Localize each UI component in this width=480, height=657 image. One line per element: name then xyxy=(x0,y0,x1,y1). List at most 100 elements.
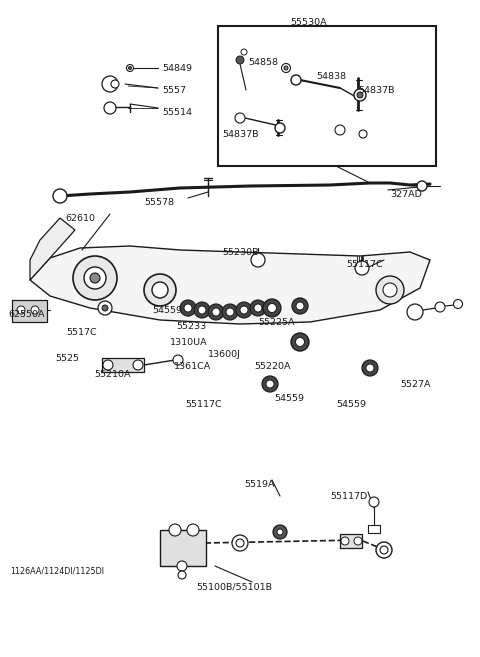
Circle shape xyxy=(366,364,374,372)
Circle shape xyxy=(222,304,238,320)
Circle shape xyxy=(291,333,309,351)
Circle shape xyxy=(180,300,196,316)
Circle shape xyxy=(241,49,247,55)
Circle shape xyxy=(407,304,423,320)
Text: 54559: 54559 xyxy=(274,394,304,403)
Circle shape xyxy=(335,125,345,135)
Circle shape xyxy=(73,256,117,300)
Circle shape xyxy=(177,561,187,571)
Text: 55530A: 55530A xyxy=(290,18,326,27)
Bar xyxy=(160,530,206,566)
Circle shape xyxy=(250,300,266,316)
Circle shape xyxy=(277,529,283,535)
Text: 54838: 54838 xyxy=(316,72,346,81)
Text: 54837B: 54837B xyxy=(222,130,259,139)
Text: 5519A: 5519A xyxy=(244,480,275,489)
Circle shape xyxy=(53,189,67,203)
Circle shape xyxy=(292,298,308,314)
Bar xyxy=(12,300,47,322)
Circle shape xyxy=(90,273,100,283)
Circle shape xyxy=(187,524,199,536)
Circle shape xyxy=(354,537,362,545)
Text: 327AD: 327AD xyxy=(390,190,422,199)
Circle shape xyxy=(376,542,392,558)
Text: 5527A: 5527A xyxy=(400,380,431,389)
Circle shape xyxy=(133,360,143,370)
Circle shape xyxy=(129,66,132,70)
Text: 54837B: 54837B xyxy=(358,86,395,95)
Circle shape xyxy=(17,306,25,314)
Circle shape xyxy=(232,535,248,551)
Circle shape xyxy=(103,360,113,370)
Circle shape xyxy=(273,525,287,539)
Circle shape xyxy=(208,304,224,320)
Circle shape xyxy=(354,89,366,101)
Circle shape xyxy=(184,304,192,312)
Circle shape xyxy=(178,571,186,579)
Circle shape xyxy=(275,123,285,133)
Text: 55230B: 55230B xyxy=(222,248,259,257)
Text: 54559: 54559 xyxy=(152,306,182,315)
Circle shape xyxy=(98,301,112,315)
Circle shape xyxy=(226,308,234,316)
Circle shape xyxy=(236,302,252,318)
Text: 5517C: 5517C xyxy=(66,328,96,337)
Text: 55117C: 55117C xyxy=(346,260,383,269)
Circle shape xyxy=(84,267,106,289)
Circle shape xyxy=(383,283,397,297)
Circle shape xyxy=(266,380,274,388)
Circle shape xyxy=(380,546,388,554)
Circle shape xyxy=(355,261,369,275)
Circle shape xyxy=(435,302,445,312)
Text: 55225A: 55225A xyxy=(258,318,295,327)
Circle shape xyxy=(369,497,379,507)
Circle shape xyxy=(296,302,304,310)
Text: 1310UA: 1310UA xyxy=(170,338,208,347)
Circle shape xyxy=(417,181,427,191)
Circle shape xyxy=(127,64,133,72)
Bar xyxy=(102,358,144,372)
Circle shape xyxy=(102,305,108,311)
Circle shape xyxy=(341,537,349,545)
Text: 54849: 54849 xyxy=(162,64,192,73)
Text: 55233: 55233 xyxy=(176,322,206,331)
Circle shape xyxy=(262,376,278,392)
Bar xyxy=(368,525,380,533)
Circle shape xyxy=(173,355,183,365)
Text: 5557: 5557 xyxy=(162,86,186,95)
Circle shape xyxy=(104,102,116,114)
Circle shape xyxy=(236,56,244,64)
Text: 55117C: 55117C xyxy=(185,400,222,409)
Circle shape xyxy=(111,80,119,88)
Circle shape xyxy=(194,302,210,318)
Text: 5525: 5525 xyxy=(55,354,79,363)
Circle shape xyxy=(235,113,245,123)
Text: 55514: 55514 xyxy=(162,108,192,117)
Bar xyxy=(218,26,436,166)
Text: 62610: 62610 xyxy=(65,214,95,223)
Polygon shape xyxy=(30,218,75,280)
Circle shape xyxy=(263,299,281,317)
Circle shape xyxy=(254,304,262,312)
Text: 1126AA/1124DI/1125DI: 1126AA/1124DI/1125DI xyxy=(10,566,104,575)
Circle shape xyxy=(240,306,248,314)
Text: 13600J: 13600J xyxy=(208,350,241,359)
Circle shape xyxy=(236,539,244,547)
Text: 1361CA: 1361CA xyxy=(174,362,211,371)
Text: 54559: 54559 xyxy=(336,400,366,409)
Circle shape xyxy=(169,524,181,536)
Circle shape xyxy=(296,338,304,346)
Polygon shape xyxy=(30,246,430,324)
Bar xyxy=(218,26,436,166)
Circle shape xyxy=(454,300,463,309)
Bar xyxy=(340,534,362,548)
Circle shape xyxy=(152,282,168,298)
Circle shape xyxy=(144,274,176,306)
Circle shape xyxy=(284,66,288,70)
Text: 55220A: 55220A xyxy=(254,362,290,371)
Circle shape xyxy=(376,276,404,304)
Circle shape xyxy=(198,306,206,314)
Text: 55578: 55578 xyxy=(144,198,174,207)
Circle shape xyxy=(212,308,220,316)
Circle shape xyxy=(357,92,363,98)
